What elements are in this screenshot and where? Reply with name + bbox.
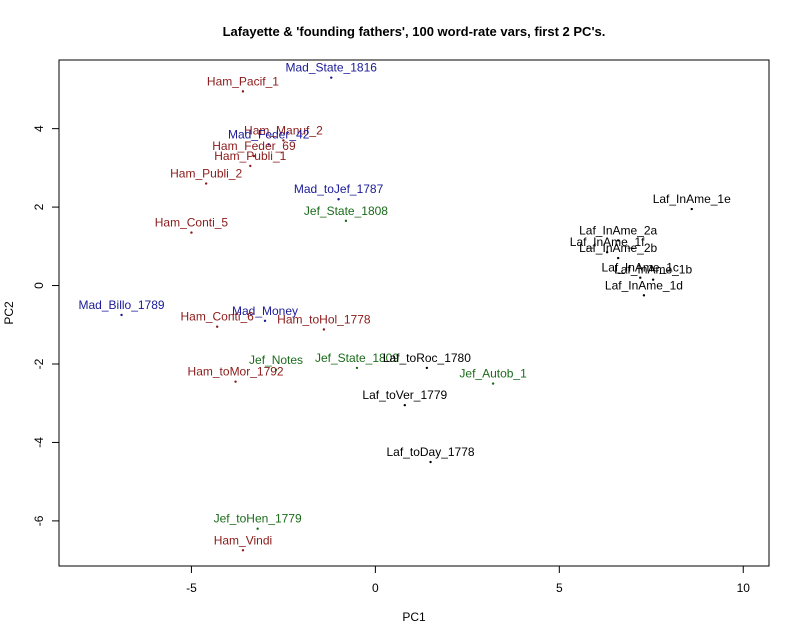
data-point xyxy=(267,143,270,146)
data-point xyxy=(274,368,278,372)
point-label: Ham_Manuf_2 xyxy=(244,123,323,137)
y-tick-label: -2 xyxy=(32,358,46,369)
data-points: Mad_State_1816Ham_Pacif_1Ham_Manuf_2Mad_… xyxy=(79,61,731,552)
point-label: Laf_toDay_1778 xyxy=(387,445,475,459)
data-point xyxy=(605,251,609,254)
data-point xyxy=(642,294,646,297)
point-label: Laf_toRoc_1780 xyxy=(383,351,471,365)
point-label: Ham_toMor_1792 xyxy=(188,365,284,379)
x-tick-label: 10 xyxy=(737,581,751,595)
point-label: Ham_Publi_1 xyxy=(214,149,286,163)
point-label: Ham_Feder_69 xyxy=(212,139,296,153)
data-point xyxy=(330,76,333,79)
data-point xyxy=(322,328,326,331)
point-label: Jef_Notes xyxy=(249,353,303,367)
point-label: Jef_State_1808 xyxy=(304,204,388,218)
point-label: Laf_InAme_1c xyxy=(602,261,679,275)
data-point xyxy=(337,198,340,201)
data-point xyxy=(429,460,432,464)
data-point xyxy=(249,164,252,168)
point-label: Laf_InAme_1e xyxy=(653,192,731,206)
data-point xyxy=(263,319,267,323)
plot-frame xyxy=(58,59,770,567)
y-tick-label: 4 xyxy=(32,125,46,132)
y-tick-label: -6 xyxy=(32,515,46,526)
data-point xyxy=(190,231,193,234)
y-axis: -6 -4 -2 0 2 4 xyxy=(32,125,59,526)
data-point xyxy=(690,207,693,211)
point-label: Laf_InAme_1d xyxy=(605,278,683,292)
x-tick-label: 5 xyxy=(556,581,563,595)
point-label: Ham_Publi_2 xyxy=(170,167,242,181)
y-tick-label: -4 xyxy=(32,437,46,448)
data-point xyxy=(252,154,256,158)
data-point xyxy=(639,276,642,279)
data-point xyxy=(491,382,495,385)
point-label: Ham_Conti_5 xyxy=(155,216,229,230)
point-label: Jef_Autob_1 xyxy=(459,367,527,381)
data-point xyxy=(425,366,429,370)
point-label: Ham_Pacif_1 xyxy=(207,74,279,88)
point-label: Laf_toVer_1779 xyxy=(362,388,447,402)
point-label: Mad_State_1816 xyxy=(286,61,378,75)
data-point xyxy=(403,403,407,407)
point-label: Laf_InAme_2a xyxy=(579,223,657,237)
point-label: Jef_toHen_1779 xyxy=(214,512,302,526)
data-point xyxy=(616,256,620,260)
data-point xyxy=(344,219,348,223)
point-label: Laf_InAme_2b xyxy=(579,241,657,255)
x-tick-label: 0 xyxy=(372,581,379,595)
data-point xyxy=(355,366,359,370)
y-tick-label: 0 xyxy=(32,282,46,289)
x-axis: -5 0 5 10 xyxy=(186,566,750,595)
chart-title: Lafayette & 'founding fathers', 100 word… xyxy=(223,24,606,39)
point-label: Mad_Billo_1789 xyxy=(79,298,165,312)
y-axis-label: PC2 xyxy=(2,301,16,325)
point-label: Mad_Money xyxy=(232,304,298,318)
data-point xyxy=(651,278,655,281)
data-point xyxy=(215,325,219,328)
data-point xyxy=(282,139,285,142)
point-label: Ham_Vindi xyxy=(214,533,272,547)
data-point xyxy=(241,90,245,93)
data-point xyxy=(616,239,620,242)
point-label: Jef_State_1809 xyxy=(315,351,399,365)
y-tick-label: 2 xyxy=(32,203,46,210)
data-point xyxy=(256,527,259,530)
point-label: Ham_Conti_6 xyxy=(180,310,254,324)
point-label: Mad_toJef_1787 xyxy=(294,182,384,196)
data-point xyxy=(204,182,208,185)
point-label: Mad_Feder_42 xyxy=(228,127,310,141)
point-label: Ham_toHol_1778 xyxy=(277,312,371,326)
point-label: Laf_InAme_1b xyxy=(614,263,692,277)
x-axis-label: PC1 xyxy=(402,610,426,624)
point-label: Laf_InAme_1f xyxy=(570,235,645,249)
x-tick-label: -5 xyxy=(186,581,197,595)
data-point xyxy=(241,549,245,552)
data-point xyxy=(234,380,237,383)
data-point xyxy=(120,313,123,317)
